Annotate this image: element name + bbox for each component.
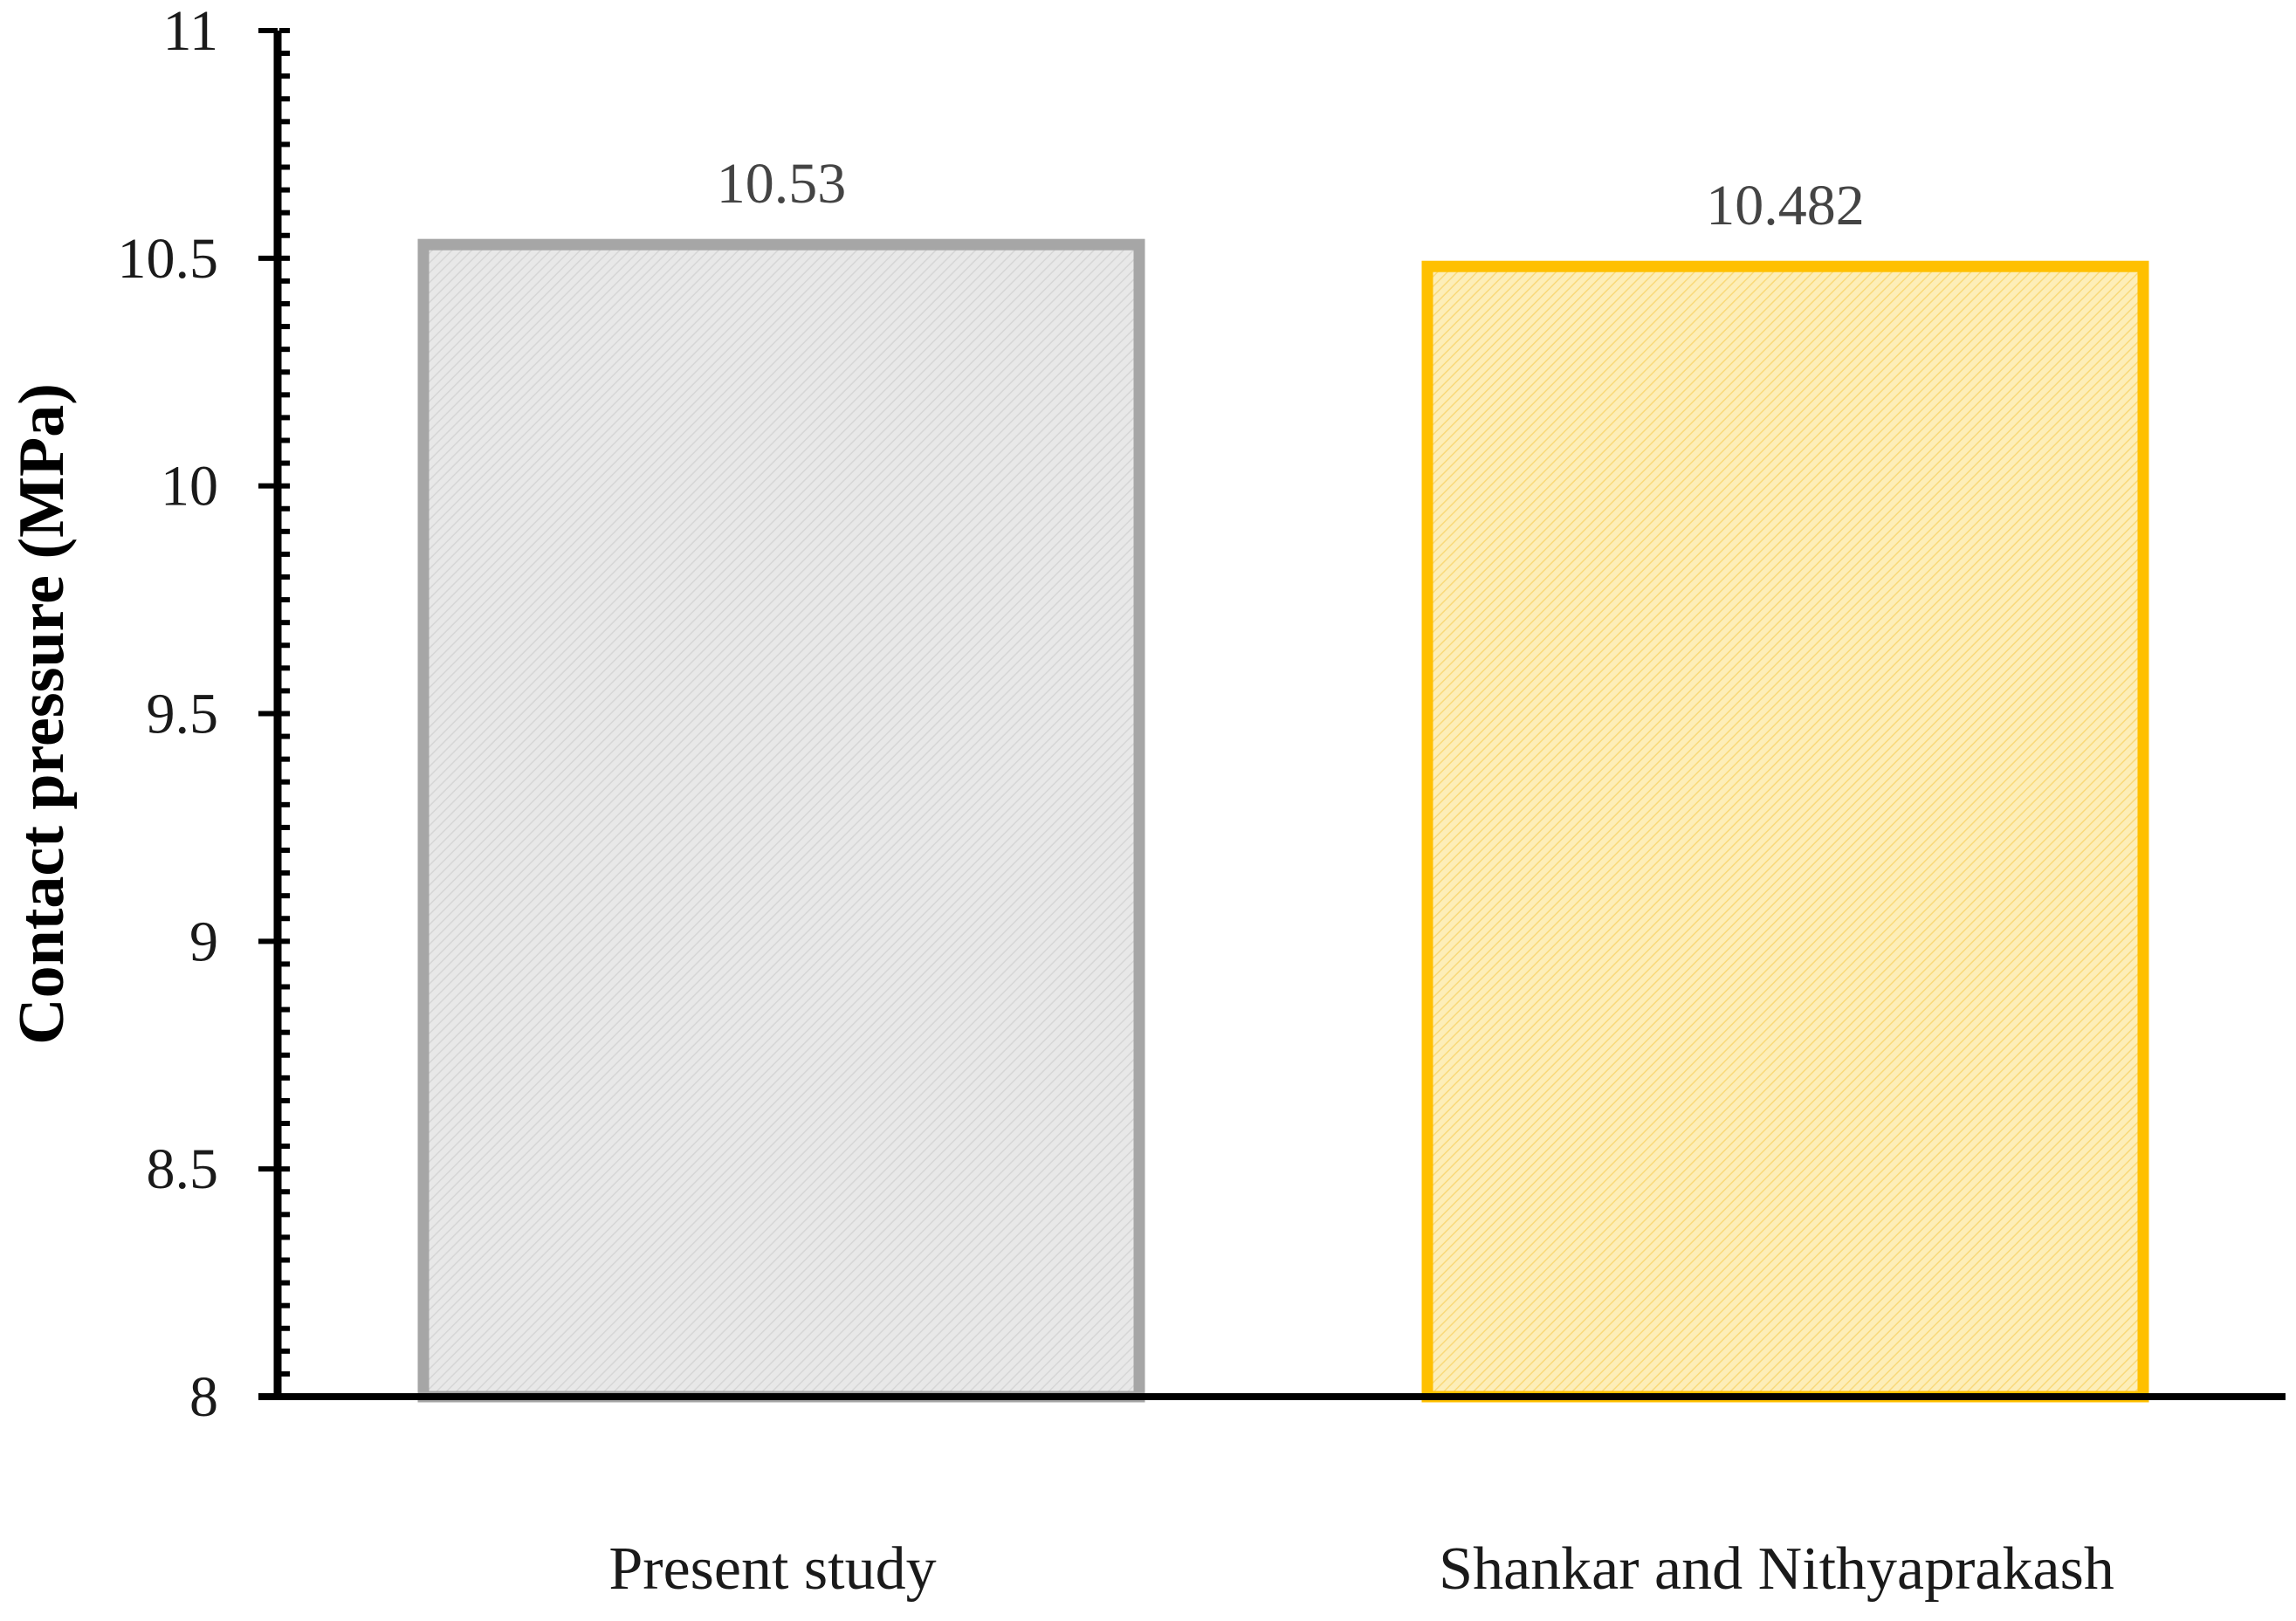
minor-tick bbox=[279, 824, 290, 830]
minor-tick bbox=[279, 1075, 290, 1081]
minor-tick bbox=[279, 324, 290, 330]
axes-layer bbox=[258, 28, 2286, 1400]
y-tick-label: 8 bbox=[189, 1365, 218, 1429]
category-label-2: Shankar and Nithyaprakash bbox=[1439, 1535, 2114, 1603]
minor-tick bbox=[279, 665, 290, 671]
minor-tick bbox=[279, 73, 290, 79]
minor-tick bbox=[279, 278, 290, 284]
minor-tick bbox=[279, 916, 290, 922]
minor-tick bbox=[279, 1029, 290, 1035]
minor-tick bbox=[279, 209, 290, 216]
minor-tick bbox=[279, 505, 290, 512]
minor-tick bbox=[279, 96, 290, 102]
minor-tick bbox=[279, 848, 290, 853]
minor-tick bbox=[279, 437, 290, 443]
y-tick-label: 10 bbox=[161, 455, 218, 519]
minor-tick bbox=[279, 1234, 290, 1240]
minor-tick bbox=[279, 574, 290, 580]
y-tick-label: 8.5 bbox=[147, 1137, 219, 1201]
minor-tick bbox=[279, 369, 290, 375]
y-tick-label: 11 bbox=[162, 0, 218, 63]
minor-tick bbox=[279, 28, 290, 33]
minor-tick bbox=[279, 688, 290, 694]
minor-tick bbox=[279, 51, 290, 57]
minor-tick bbox=[279, 733, 290, 739]
minor-tick bbox=[279, 1189, 290, 1195]
minor-tick bbox=[279, 620, 290, 626]
y-tick-label: 9 bbox=[189, 910, 218, 973]
data-label-2: 10.482 bbox=[1706, 174, 1865, 237]
minor-tick bbox=[279, 938, 290, 944]
minor-tick bbox=[279, 119, 290, 125]
minor-tick bbox=[279, 1348, 290, 1354]
minor-tick bbox=[279, 415, 290, 421]
minor-tick bbox=[279, 1302, 290, 1308]
minor-tick bbox=[279, 1144, 290, 1150]
bar-1 bbox=[417, 238, 1145, 1403]
minor-tick bbox=[279, 642, 290, 649]
y-tick-label: 10.5 bbox=[118, 227, 219, 291]
minor-tick bbox=[279, 1052, 290, 1058]
minor-tick bbox=[279, 1212, 290, 1218]
minor-tick bbox=[279, 528, 290, 534]
minor-tick bbox=[279, 255, 290, 261]
y-tick-label: 9.5 bbox=[147, 683, 219, 746]
minor-tick bbox=[279, 347, 290, 353]
minor-tick bbox=[279, 1257, 290, 1263]
minor-tick bbox=[279, 756, 290, 762]
minor-tick bbox=[279, 460, 290, 466]
minor-tick bbox=[279, 483, 290, 489]
minor-tick bbox=[279, 1280, 290, 1286]
minor-tick bbox=[279, 1370, 290, 1377]
minor-tick bbox=[279, 1121, 290, 1126]
minor-tick bbox=[279, 141, 290, 148]
labels-layer: 10.53 Present study 10.482 Shankar and Nith… bbox=[6, 0, 2114, 1603]
data-label-1: 10.53 bbox=[717, 152, 847, 216]
minor-tick bbox=[279, 301, 290, 306]
bar-2 bbox=[1421, 260, 2149, 1403]
minor-tick bbox=[279, 1006, 290, 1013]
y-axis-title: Contact pressure (MPa) bbox=[6, 383, 78, 1045]
minor-tick bbox=[279, 711, 290, 717]
minor-tick bbox=[279, 187, 290, 193]
minor-tick bbox=[279, 984, 290, 990]
minor-tick bbox=[279, 779, 290, 785]
minor-tick bbox=[279, 232, 290, 238]
minor-tick bbox=[279, 1325, 290, 1331]
minor-tick bbox=[279, 961, 290, 967]
minor-tick bbox=[279, 801, 290, 807]
minor-tick bbox=[279, 870, 290, 876]
bars-layer bbox=[417, 238, 2149, 1403]
category-label-1: Present study bbox=[608, 1535, 936, 1603]
minor-tick bbox=[279, 164, 290, 170]
minor-tick bbox=[279, 1166, 290, 1172]
minor-tick bbox=[279, 597, 290, 603]
minor-tick bbox=[279, 392, 290, 398]
minor-tick bbox=[279, 551, 290, 557]
minor-tick bbox=[279, 1097, 290, 1103]
minor-tick bbox=[279, 893, 290, 899]
minor-tick bbox=[279, 1394, 290, 1399]
